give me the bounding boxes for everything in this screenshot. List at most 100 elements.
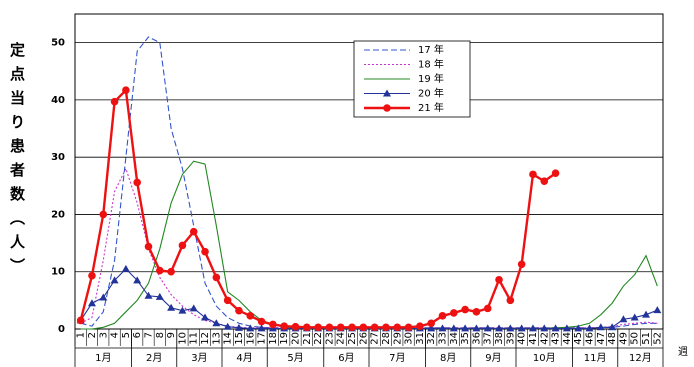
point bbox=[303, 323, 311, 332]
y-tick-label: 0 bbox=[58, 324, 65, 335]
month-label: 1月 bbox=[95, 352, 111, 364]
point bbox=[438, 324, 447, 332]
point bbox=[528, 324, 537, 332]
x-tick-label: 29 bbox=[392, 332, 403, 345]
point bbox=[99, 293, 108, 301]
x-tick-label: 5 bbox=[121, 332, 132, 338]
point bbox=[167, 303, 176, 311]
point bbox=[257, 317, 266, 326]
x-tick-label: 12 bbox=[200, 332, 211, 345]
legend-label: 19 年 bbox=[418, 72, 444, 85]
x-tick-label: 32 bbox=[426, 332, 437, 345]
x-tick-label: 26 bbox=[358, 332, 369, 345]
point bbox=[382, 323, 390, 332]
month-label: 2月 bbox=[146, 352, 162, 364]
point bbox=[427, 324, 436, 332]
x-tick-label: 52 bbox=[652, 332, 663, 345]
point bbox=[450, 309, 458, 317]
series-line bbox=[79, 87, 557, 329]
x-tick-label: 37 bbox=[483, 332, 494, 345]
point bbox=[314, 323, 322, 332]
month-label: 9月 bbox=[485, 352, 501, 364]
point bbox=[87, 299, 96, 307]
month-label: 4月 bbox=[236, 352, 252, 364]
x-tick-label: 18 bbox=[268, 332, 279, 345]
point bbox=[235, 306, 243, 315]
point bbox=[370, 323, 379, 332]
point bbox=[438, 312, 447, 320]
point bbox=[167, 267, 175, 276]
point bbox=[121, 264, 130, 272]
x-axis-label: 週 bbox=[678, 346, 688, 358]
point bbox=[495, 324, 504, 332]
point bbox=[630, 313, 639, 321]
point bbox=[280, 322, 288, 330]
legend-label: 18 年 bbox=[418, 58, 444, 71]
point bbox=[359, 323, 368, 332]
point bbox=[110, 276, 119, 284]
point bbox=[619, 315, 628, 323]
x-tick-label: 10 bbox=[177, 332, 188, 345]
point bbox=[212, 273, 221, 282]
y-axis-label: 定点当り患者数（人） bbox=[8, 42, 26, 282]
point bbox=[585, 324, 594, 332]
y-tick-label: 50 bbox=[51, 38, 65, 49]
month-label: 8月 bbox=[440, 352, 456, 364]
x-tick-label: 24 bbox=[336, 332, 347, 345]
point bbox=[596, 323, 605, 331]
point bbox=[393, 323, 402, 332]
point bbox=[246, 312, 255, 320]
point bbox=[234, 323, 243, 331]
point bbox=[506, 296, 515, 305]
x-tick-label: 49 bbox=[618, 332, 629, 345]
x-tick-label: 8 bbox=[155, 332, 166, 338]
point bbox=[76, 316, 85, 325]
month-label: 10月 bbox=[533, 352, 556, 364]
month-label: 3月 bbox=[191, 352, 207, 364]
point bbox=[133, 276, 142, 284]
point bbox=[133, 178, 141, 187]
x-tick-label: 14 bbox=[223, 332, 234, 345]
x-tick-label: 23 bbox=[324, 332, 335, 345]
point bbox=[99, 210, 108, 219]
point bbox=[122, 86, 130, 94]
x-tick-label: 20 bbox=[291, 332, 302, 345]
point bbox=[529, 170, 537, 179]
point bbox=[506, 324, 515, 332]
point bbox=[562, 324, 571, 332]
x-tick-label: 7 bbox=[144, 332, 155, 338]
x-tick-label: 39 bbox=[505, 332, 516, 345]
x-tick-label: 38 bbox=[494, 332, 505, 345]
point bbox=[155, 292, 164, 300]
point bbox=[336, 323, 345, 332]
x-tick-label: 28 bbox=[381, 332, 392, 345]
legend-marker bbox=[383, 89, 391, 97]
point bbox=[483, 304, 492, 313]
x-tick-label: 46 bbox=[585, 332, 596, 345]
x-tick-label: 50 bbox=[630, 332, 641, 345]
point bbox=[551, 169, 560, 178]
point bbox=[574, 324, 583, 332]
point bbox=[404, 323, 413, 332]
x-tick-label: 44 bbox=[562, 332, 573, 345]
point bbox=[348, 323, 356, 332]
point bbox=[472, 324, 481, 332]
x-tick-label: 25 bbox=[347, 332, 358, 345]
point bbox=[517, 324, 526, 332]
point bbox=[551, 324, 560, 332]
point bbox=[269, 320, 277, 329]
legend-label: 21 年 bbox=[418, 101, 444, 114]
x-tick-label: 6 bbox=[132, 332, 143, 338]
point bbox=[189, 304, 198, 312]
point bbox=[189, 227, 198, 236]
month-label: 12月 bbox=[629, 352, 652, 364]
point bbox=[472, 308, 481, 316]
point bbox=[178, 306, 187, 314]
point bbox=[495, 275, 503, 284]
x-tick-label: 41 bbox=[528, 332, 539, 345]
month-label: 11月 bbox=[584, 352, 607, 364]
x-tick-label: 30 bbox=[404, 332, 415, 345]
x-tick-label: 4 bbox=[110, 332, 121, 338]
